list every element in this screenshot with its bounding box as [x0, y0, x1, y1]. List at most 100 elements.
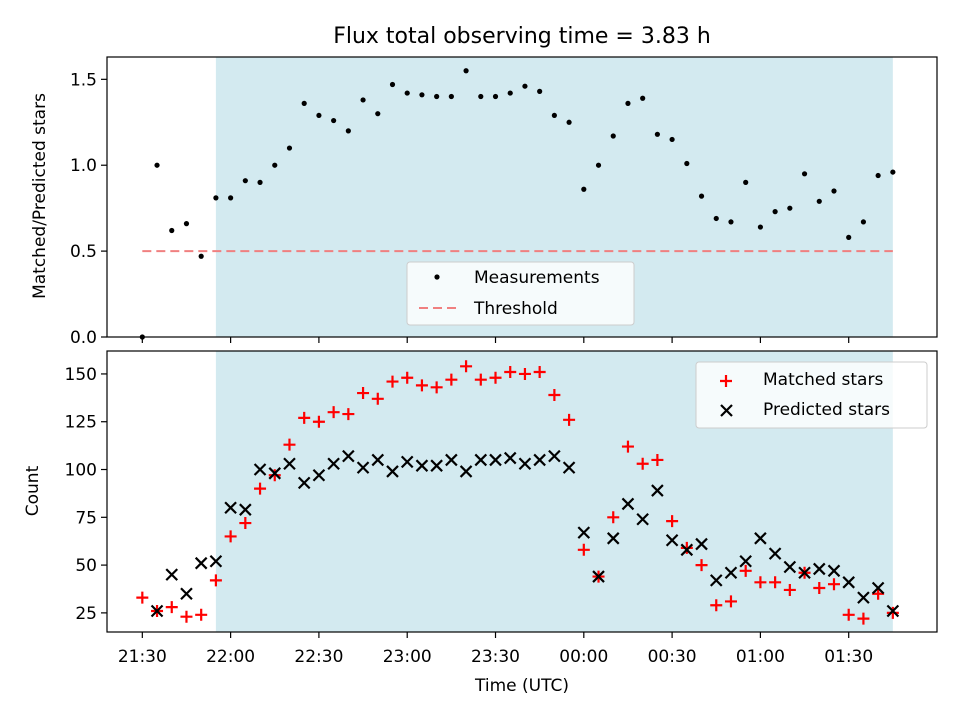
top-x-ticks [141, 337, 850, 343]
matched-star-point [136, 591, 149, 604]
measurement-point [419, 92, 425, 98]
matched-star-point [415, 379, 428, 392]
chart-title: Flux total observing time = 3.83 h [333, 24, 711, 49]
x-tick-label: 21:30 [118, 647, 167, 667]
matched-star-point [872, 587, 885, 600]
measurement-point [566, 119, 572, 125]
matched-star-point [209, 574, 222, 587]
measurement-point [478, 93, 484, 100]
legend-predicted-label: Predicted stars [763, 400, 890, 420]
top-y-ticks: 0.0 0.5 1.0 1.5 [70, 70, 107, 348]
matched-star-point [312, 415, 325, 428]
predicted-star-point [827, 564, 841, 578]
predicted-star-point [297, 476, 311, 490]
predicted-star-point [342, 449, 355, 463]
measurement-point [625, 100, 631, 106]
measurement-point [846, 234, 852, 240]
measurement-point [257, 179, 263, 185]
matched-star-point [401, 371, 414, 384]
matched-star-point [224, 530, 237, 543]
predicted-star-point [886, 604, 900, 618]
predicted-star-point [842, 576, 855, 589]
measurement-point [345, 128, 351, 134]
predicted-star-point [592, 570, 605, 583]
predicted-star-point [798, 566, 811, 580]
predicted-star-point [577, 526, 591, 539]
measurement-point [610, 133, 616, 139]
predicted-star-point [695, 537, 708, 551]
predicted-star-point [871, 581, 885, 595]
top-axes-frame [106, 56, 938, 338]
measurement-point [816, 198, 822, 204]
matched-star-point [239, 517, 252, 530]
predicted-star-point [415, 459, 429, 472]
bottom-y-tick-label: 125 [65, 413, 97, 433]
matched-star-point [474, 373, 487, 386]
measurement-point [492, 93, 499, 100]
matched-star-point [739, 564, 752, 577]
predicted-star-point [356, 461, 370, 474]
measurement-point [434, 93, 440, 100]
measurement-point [860, 219, 867, 225]
measurement-point [463, 68, 469, 74]
matched-star-point [548, 388, 561, 401]
matched-star-point [842, 608, 855, 621]
top-y-tick-label: 1.5 [70, 70, 97, 90]
matched-star-point [827, 578, 840, 591]
measurement-point [301, 100, 307, 106]
matched-star-point [666, 515, 679, 528]
predicted-star-point [400, 455, 414, 469]
x-axis-label: Time (UTC) [474, 676, 569, 696]
predicted-star-point [165, 568, 179, 581]
predicted-star-point [768, 547, 782, 560]
bottom-axes-frame [106, 350, 938, 633]
top-y-tick-label: 0.0 [70, 328, 97, 348]
measurement-points [139, 68, 896, 340]
matched-star-point [813, 582, 826, 595]
matched-star-point [695, 559, 708, 572]
measurement-point [595, 162, 602, 168]
x-tick-label: 01:30 [824, 647, 873, 667]
matched-star-point [445, 373, 458, 386]
matched-star-point [180, 610, 193, 623]
bottom-y-tick-label: 75 [75, 508, 97, 528]
measurement-point [669, 136, 675, 143]
measurement-point [581, 186, 587, 192]
legend-predicted-marker [720, 404, 733, 417]
bottom-x-ticks: 21:30 22:00 22:30 23:00 23:30 00:00 00:30 01:00… [118, 632, 873, 667]
x-tick-label: 01:00 [736, 647, 785, 667]
predicted-star-point [548, 449, 561, 463]
predicted-star-point [857, 591, 870, 604]
matched-star-point [636, 457, 649, 470]
measurement-point [801, 171, 808, 177]
matched-star-point [489, 371, 502, 384]
measurement-point [875, 172, 881, 179]
top-legend: Measurements Threshold [406, 261, 635, 326]
matched-star-point [621, 440, 634, 453]
legend-measurement-marker [434, 274, 440, 280]
measurement-point [890, 169, 896, 175]
legend-matched-marker [720, 375, 732, 387]
legend-measurements-label: Measurements [474, 268, 600, 288]
predicted-star-point [606, 532, 620, 545]
measurement-point [551, 112, 557, 119]
predicted-star-point [754, 532, 767, 545]
measurement-point [787, 205, 793, 211]
bottom-y-tick-label: 50 [75, 556, 97, 576]
predicted-star-point [283, 457, 296, 471]
measurement-point [286, 145, 293, 151]
matched-star-point [460, 360, 473, 373]
matched-star-point [298, 411, 311, 424]
measurement-point [448, 93, 454, 100]
measurement-point [228, 195, 234, 201]
measurement-point [316, 112, 322, 119]
top-y-label: Matched/Predicted stars [30, 93, 50, 299]
measurement-point [713, 215, 719, 222]
measurement-point [183, 221, 190, 227]
matched-star-point [357, 387, 370, 400]
predicted-star-point [709, 574, 723, 587]
matched-star-point [254, 482, 267, 495]
top-y-tick-label: 0.5 [70, 242, 97, 262]
matched-star-point [504, 366, 517, 379]
matched-star-point [165, 601, 178, 614]
